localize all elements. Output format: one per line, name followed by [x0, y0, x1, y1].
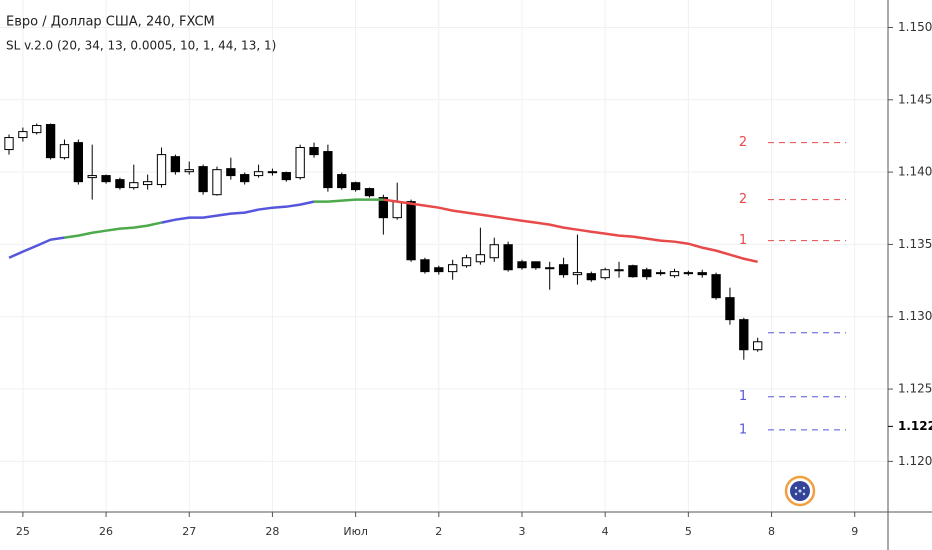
indicator-line	[64, 221, 162, 239]
last-price-box	[889, 417, 932, 436]
candle-body	[142, 181, 153, 186]
candle-body	[59, 144, 70, 159]
candle-body	[642, 269, 652, 278]
candle-body	[198, 166, 208, 193]
candle-body	[448, 264, 458, 273]
candle-body	[32, 125, 42, 134]
candle-body	[170, 156, 181, 173]
candle-body	[711, 274, 721, 299]
x-tick-label: 5	[685, 525, 692, 538]
candle-body	[517, 261, 527, 269]
last-price-label: 1.12242	[898, 419, 932, 433]
candle-body	[503, 244, 513, 271]
candle-body	[461, 257, 472, 267]
indicator-line	[383, 198, 758, 264]
candle-body	[669, 271, 680, 277]
level-label: 1	[739, 389, 747, 404]
candle-body	[18, 131, 28, 139]
candle-body	[364, 188, 375, 197]
x-tick-label: Июл	[343, 525, 368, 538]
candle-body	[87, 175, 97, 179]
x-tick-label: 3	[518, 525, 525, 538]
x-tick-label: 26	[99, 525, 113, 538]
candle-body	[45, 124, 56, 159]
candle-body	[655, 272, 666, 275]
y-tick-label: 1.14500	[898, 92, 932, 106]
candle-body	[184, 169, 194, 173]
candle-body	[4, 137, 14, 151]
indicator-line	[314, 198, 384, 203]
candle-body	[240, 174, 250, 183]
candle-body	[101, 175, 111, 183]
candle-body	[378, 197, 389, 219]
candle-body	[309, 147, 319, 156]
candle-body	[392, 201, 402, 219]
candle-body	[697, 272, 707, 276]
candle-body	[683, 272, 694, 275]
candle-body	[753, 341, 763, 351]
x-tick-label: 9	[851, 525, 858, 538]
candle-body	[572, 272, 583, 276]
candle-body	[489, 244, 499, 259]
candle-body	[295, 147, 305, 179]
y-tick-label: 1.13000	[898, 309, 932, 323]
candle-body	[475, 254, 486, 263]
candle-body	[406, 201, 416, 261]
candle-body	[628, 265, 638, 278]
y-tick-label: 1.15000	[898, 20, 932, 34]
candle-body	[115, 179, 125, 189]
candle-body	[337, 174, 347, 189]
indicator-line	[8, 236, 65, 259]
candle-body	[156, 154, 167, 186]
level-label: 2	[739, 192, 747, 207]
x-tick-label: 27	[182, 525, 196, 538]
indicator-line	[161, 200, 315, 224]
candle-body	[614, 269, 624, 272]
x-tick-label: 4	[602, 525, 609, 538]
y-tick-label: 1.14000	[898, 165, 932, 179]
candle-body	[281, 172, 291, 181]
logo-icon[interactable]	[784, 475, 816, 507]
candle-body	[725, 297, 735, 321]
level-label: 1	[739, 233, 747, 248]
y-tick-label: 1.13500	[898, 237, 932, 251]
x-tick-label: 25	[16, 525, 30, 538]
candle-body	[212, 169, 222, 196]
candle-body	[586, 273, 596, 281]
x-tick-label: 2	[435, 525, 442, 538]
candle-body	[129, 182, 139, 189]
candle-body	[434, 267, 444, 273]
candle-body	[350, 182, 361, 191]
indicator-label: SL v.2.0 (20, 34, 13, 0.0005, 10, 1, 44,…	[6, 39, 276, 53]
candle-body	[558, 264, 569, 276]
y-tick-label: 1.12500	[898, 382, 932, 396]
level-label: 1	[739, 422, 747, 437]
candle-body	[545, 267, 555, 270]
candle-body	[420, 259, 430, 273]
candle-body	[253, 171, 264, 177]
candle-body	[267, 171, 278, 174]
candle-body	[600, 269, 610, 279]
candle-body	[531, 261, 541, 269]
x-tick-label: 8	[768, 525, 775, 538]
candle-body	[73, 142, 83, 183]
x-tick-label: 28	[265, 525, 279, 538]
candle-body	[226, 168, 236, 177]
candle-body	[323, 151, 333, 189]
candle-body	[739, 319, 749, 351]
chart-title: Евро / Доллар США, 240, FXCM	[6, 15, 215, 30]
y-tick-label: 1.12000	[898, 454, 932, 468]
level-label: 2	[739, 135, 747, 150]
